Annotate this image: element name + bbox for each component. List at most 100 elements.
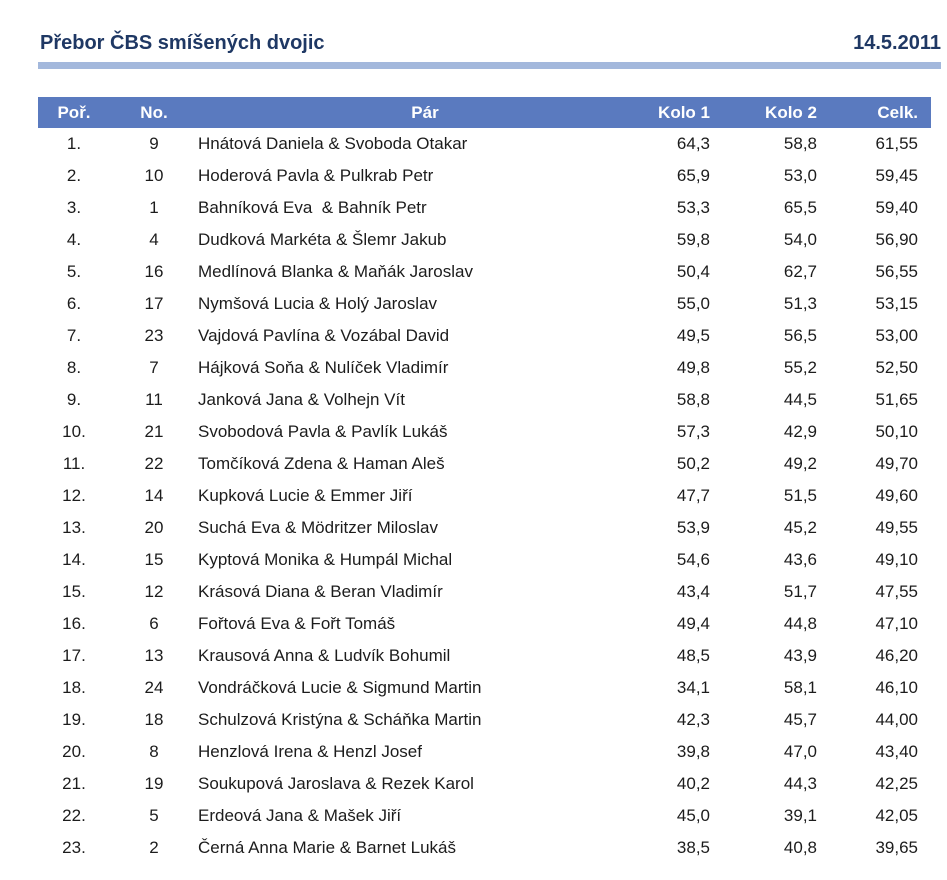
- number-cell: 19: [144, 774, 164, 793]
- pair-cell: Vondráčková Lucie & Sigmund Martin: [198, 678, 482, 697]
- round2-cell: 44,8: [783, 614, 817, 633]
- table-row: 21. 19 Soukupová Jaroslava & Rezek Karol…: [38, 768, 931, 800]
- number-cell: 18: [144, 710, 164, 729]
- round1-cell: 50,2: [676, 454, 710, 473]
- rank-cell: 1.: [66, 134, 82, 153]
- total-cell: 56,90: [875, 230, 918, 249]
- round1-cell: 42,3: [676, 710, 710, 729]
- number-cell: 11: [145, 390, 163, 409]
- table-row: 20. 8 Henzlová Irena & Henzl Josef 39,8 …: [38, 736, 931, 768]
- round2-cell: 62,7: [783, 262, 817, 281]
- total-cell: 43,40: [875, 742, 918, 761]
- number-cell: 4: [149, 230, 159, 249]
- rank-cell: 19.: [62, 710, 86, 729]
- pair-cell: Fořtová Eva & Fořt Tomáš: [198, 614, 396, 633]
- rank-cell: 23.: [62, 838, 86, 857]
- pair-cell: Janková Jana & Volhejn Vít: [198, 390, 405, 409]
- round2-cell: 43,6: [783, 550, 817, 569]
- document-date: 14.5.2011: [853, 32, 941, 54]
- rank-cell: 21.: [62, 774, 86, 793]
- total-cell: 53,15: [875, 294, 918, 313]
- pair-cell: Kupková Lucie & Emmer Jiří: [198, 486, 413, 505]
- total-cell: 53,00: [875, 326, 918, 345]
- pair-cell: Soukupová Jaroslava & Rezek Karol: [198, 774, 474, 793]
- round2-cell: 51,3: [783, 294, 817, 313]
- round2-cell: 40,8: [783, 838, 817, 857]
- total-cell: 49,60: [875, 486, 918, 505]
- number-cell: 20: [144, 518, 164, 537]
- table-row: 17. 13 Krausová Anna & Ludvík Bohumil 48…: [38, 640, 931, 672]
- number-cell: 7: [149, 358, 159, 377]
- pair-cell: Krausová Anna & Ludvík Bohumil: [198, 646, 451, 665]
- number-cell: 9: [149, 134, 159, 153]
- round2-cell: 54,0: [783, 230, 817, 249]
- number-cell: 12: [144, 582, 164, 601]
- round1-cell: 39,8: [676, 742, 710, 761]
- total-cell: 51,65: [875, 390, 918, 409]
- round2-cell: 43,9: [783, 646, 817, 665]
- total-cell: 39,65: [875, 838, 918, 857]
- pair-cell: Kyptová Monika & Humpál Michal: [198, 550, 453, 569]
- number-cell: 13: [144, 646, 164, 665]
- round1-cell: 49,5: [676, 326, 710, 345]
- rank-cell: 13.: [62, 518, 86, 537]
- rank-cell: 22.: [62, 806, 86, 825]
- total-cell: 50,10: [875, 422, 918, 441]
- table-row: 2. 10 Hoderová Pavla & Pulkrab Petr 65,9…: [38, 160, 931, 192]
- round1-cell: 53,9: [676, 518, 710, 537]
- table-row: 16. 6 Fořtová Eva & Fořt Tomáš 49,4 44,8…: [38, 608, 931, 640]
- table-row: 14. 15 Kyptová Monika & Humpál Michal 54…: [38, 544, 931, 576]
- round1-cell: 47,7: [676, 486, 710, 505]
- rank-cell: 4.: [66, 230, 82, 249]
- number-cell: 22: [144, 454, 164, 473]
- table-row: 8. 7 Hájková Soňa & Nulíček Vladimír 49,…: [38, 352, 931, 384]
- round2-cell: 55,2: [783, 358, 817, 377]
- number-cell: 8: [149, 742, 159, 761]
- pair-cell: Nymšová Lucia & Holý Jaroslav: [198, 294, 438, 313]
- total-cell: 59,40: [875, 198, 918, 217]
- pair-cell: Hájková Soňa & Nulíček Vladimír: [198, 358, 449, 377]
- total-cell: 49,55: [875, 518, 918, 537]
- round1-cell: 59,8: [676, 230, 710, 249]
- table-row: 7. 23 Vajdová Pavlína & Vozábal David 49…: [38, 320, 931, 352]
- table-row: 1. 9 Hnátová Daniela & Svoboda Otakar 64…: [38, 128, 931, 160]
- round1-cell: 57,3: [676, 422, 710, 441]
- table-body: 1. 9 Hnátová Daniela & Svoboda Otakar 64…: [38, 128, 931, 864]
- table-row: 6. 17 Nymšová Lucia & Holý Jaroslav 55,0…: [38, 288, 931, 320]
- pair-cell: Tomčíková Zdena & Haman Aleš: [198, 454, 445, 473]
- document-header: Přebor ČBS smíšených dvojic 14.5.2011: [38, 30, 941, 56]
- table-row: 11. 22 Tomčíková Zdena & Haman Aleš 50,2…: [38, 448, 931, 480]
- pair-cell: Dudková Markéta & Šlemr Jakub: [198, 230, 447, 249]
- table-row: 15. 12 Krásová Diana & Beran Vladimír 43…: [38, 576, 931, 608]
- total-cell: 47,55: [875, 582, 918, 601]
- rank-cell: 10.: [62, 422, 86, 441]
- round1-cell: 53,3: [676, 198, 710, 217]
- pair-cell: Hnátová Daniela & Svoboda Otakar: [198, 134, 468, 153]
- column-header-round2: Kolo 2: [765, 103, 817, 122]
- rank-cell: 3.: [66, 198, 82, 217]
- round2-cell: 56,5: [783, 326, 817, 345]
- rank-cell: 16.: [62, 614, 86, 633]
- round1-cell: 45,0: [676, 806, 710, 825]
- total-cell: 46,10: [875, 678, 918, 697]
- number-cell: 5: [149, 806, 159, 825]
- round2-cell: 49,2: [783, 454, 817, 473]
- number-cell: 14: [144, 486, 164, 505]
- total-cell: 56,55: [875, 262, 918, 281]
- page-title: Přebor ČBS smíšených dvojic: [40, 32, 325, 54]
- rank-cell: 15.: [62, 582, 86, 601]
- round2-cell: 51,5: [783, 486, 817, 505]
- table-row: 18. 24 Vondráčková Lucie & Sigmund Marti…: [38, 672, 931, 704]
- pair-cell: Medlínová Blanka & Maňák Jaroslav: [198, 262, 473, 281]
- round1-cell: 55,0: [676, 294, 710, 313]
- number-cell: 21: [144, 422, 164, 441]
- column-header-pair: Pár: [411, 103, 439, 122]
- total-cell: 49,10: [875, 550, 918, 569]
- round1-cell: 54,6: [676, 550, 710, 569]
- rank-cell: 18.: [62, 678, 86, 697]
- table-row: 9. 11 Janková Jana & Volhejn Vít 58,8 44…: [38, 384, 931, 416]
- rank-cell: 9.: [66, 390, 82, 409]
- round2-cell: 58,8: [783, 134, 817, 153]
- number-cell: 15: [144, 550, 164, 569]
- column-header-rank: Poř.: [57, 103, 91, 122]
